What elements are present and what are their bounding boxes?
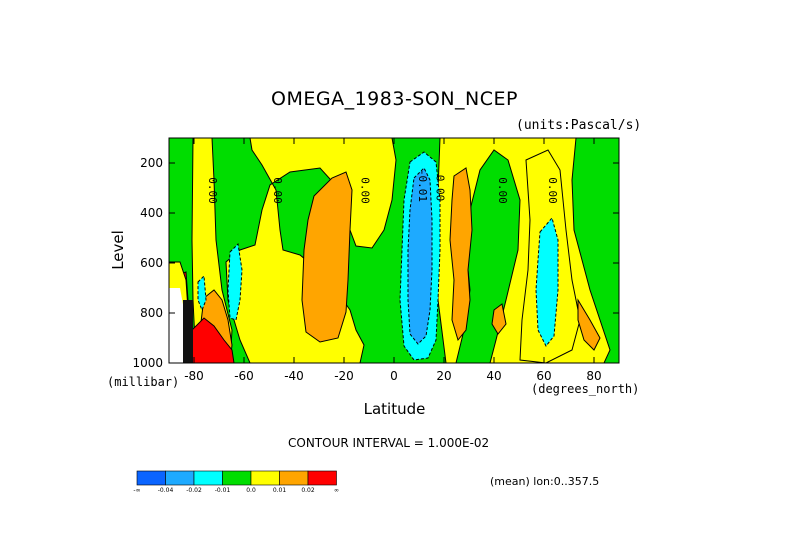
x-axis-ticks: -80 -60 -40 -20 0 20 40 60 80 [184, 138, 602, 383]
contour-label: 0.00 [206, 177, 219, 204]
y-axis-unit: (millibar) [107, 375, 180, 389]
contour-label: 0.00 [434, 175, 447, 202]
x-tick-label: 0 [390, 369, 398, 383]
colorbar-label: -∞ [133, 487, 140, 494]
x-tick-label: -20 [334, 369, 354, 383]
orange-region-north-85 [577, 298, 601, 351]
dense-contour-area [183, 300, 193, 363]
y-tick-label: 800 [140, 306, 163, 320]
orange-regions [199, 167, 601, 364]
y-tick-label: 600 [140, 256, 163, 270]
colorbar-label: 0.0 [246, 487, 256, 494]
colorbar-label: -0.01 [215, 487, 231, 494]
colorbar-swatch [136, 470, 166, 486]
contour-labels: 0.00 0.00 0.00 -0.01 0.00 0.00 0.00 [206, 169, 559, 204]
blue-region-equatorial-core [407, 167, 433, 345]
x-tick-label: 40 [486, 369, 501, 383]
contour-label: 0.00 [546, 177, 559, 204]
y-axis-ticks: 200 400 600 800 1000 [132, 156, 619, 370]
cyan-region-south-65 [227, 242, 243, 321]
x-tick-label: 20 [436, 369, 451, 383]
cyan-region-north-60 [535, 216, 559, 347]
contour-label: -0.01 [416, 169, 429, 202]
colorbar-swatch [250, 470, 280, 486]
colorbar-swatch [193, 470, 223, 486]
x-axis-unit: (degrees_north) [531, 382, 640, 396]
mean-info: (mean) lon:0..357.5 [490, 475, 600, 488]
orange-region-north-40 [491, 303, 507, 335]
y-tick-label: 400 [140, 206, 163, 220]
colorbar-swatch [222, 470, 252, 486]
contour-label: 0.00 [271, 177, 284, 204]
x-tick-label: 60 [536, 369, 551, 383]
x-axis-label-text: Latitude [363, 400, 426, 418]
x-tick-label: 80 [586, 369, 601, 383]
x-tick-label: -40 [284, 369, 304, 383]
y-tick-label: 1000 [132, 356, 163, 370]
colorbar-label: -0.02 [186, 487, 202, 494]
colorbar-label: 0.01 [273, 487, 287, 494]
x-tick-label: -80 [184, 369, 204, 383]
cyan-region-south-85 [197, 274, 207, 312]
colorbar-label: ∞ [334, 487, 339, 494]
contour-label: 0.00 [496, 177, 509, 204]
colorbar-swatch [165, 470, 195, 486]
y-tick-label: 200 [140, 156, 163, 170]
colorbar-label: -0.04 [158, 487, 174, 494]
contour-interval: CONTOUR INTERVAL = 1.000E-02 [288, 436, 490, 450]
yellow-region-south-mid [225, 137, 397, 364]
units-label: (units:Pascal/s) [516, 118, 642, 133]
x-axis-label: Latitude [0, 400, 789, 418]
x-tick-label: -60 [234, 369, 254, 383]
contour-label: 0.00 [359, 177, 372, 204]
orange-region-subtropic-south [301, 171, 353, 343]
colorbar-swatch [307, 470, 337, 486]
colorbar: -∞ -0.04 -0.02 -0.01 0.0 0.01 0.02 ∞ [133, 470, 339, 494]
colorbar-label: 0.02 [301, 487, 315, 494]
orange-region-north-15 [449, 167, 473, 342]
chart-title: OMEGA_1983-SON_NCEP [271, 88, 518, 110]
colorbar-swatch [279, 470, 309, 486]
